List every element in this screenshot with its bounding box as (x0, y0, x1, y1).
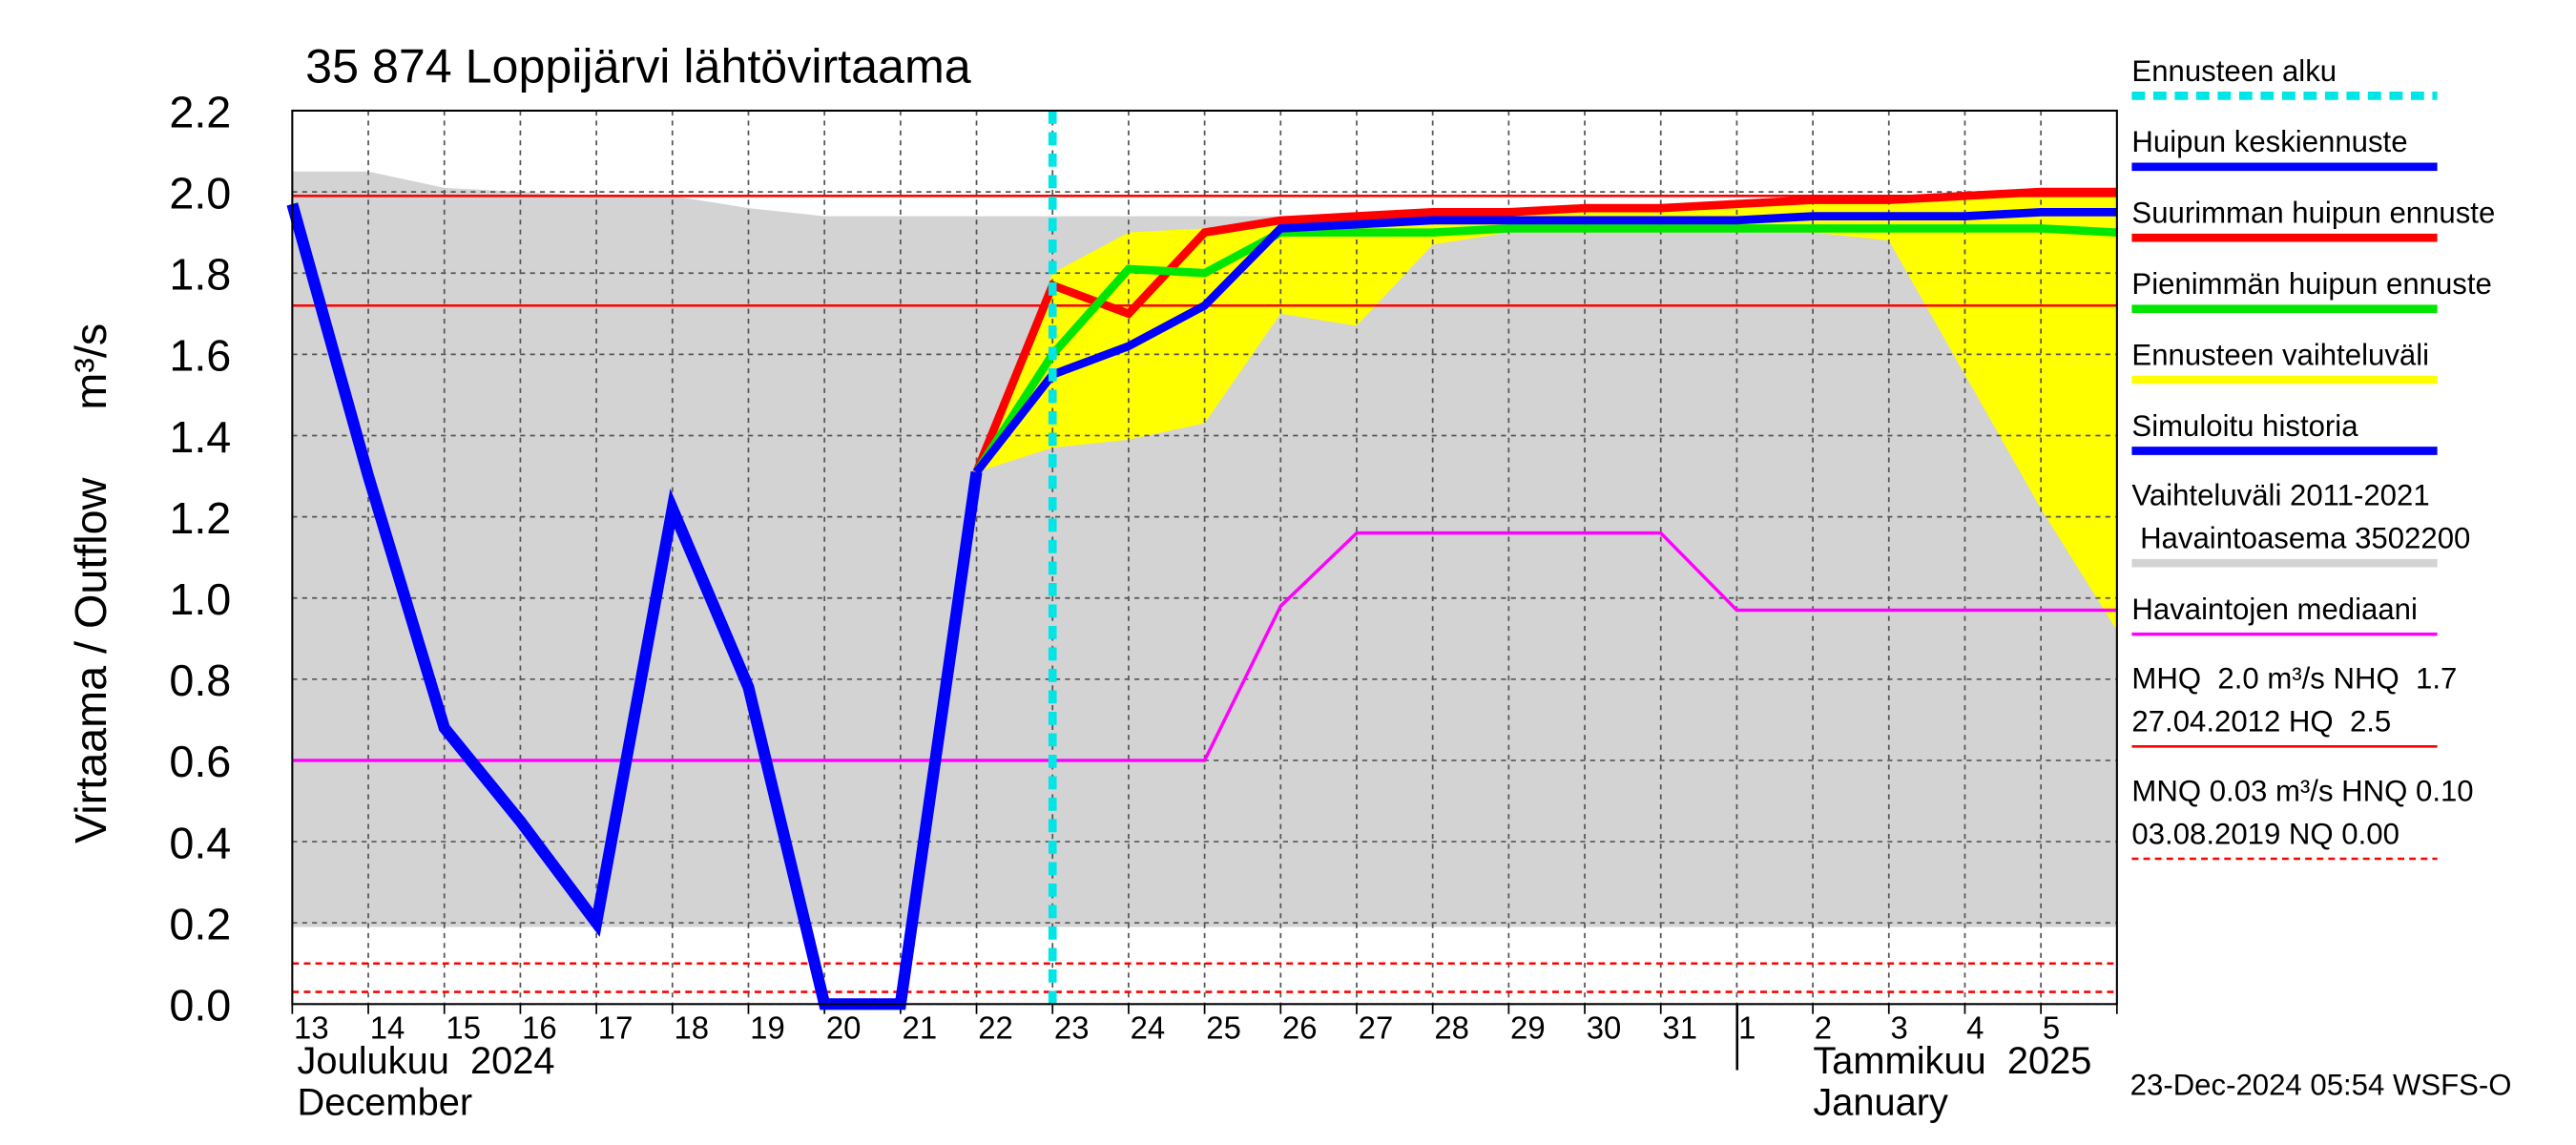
y-axis-unit: m³/s (66, 323, 115, 410)
x-tick-label: 2 (1815, 1010, 1832, 1046)
x-tick-label: 16 (522, 1010, 557, 1046)
x-tick-label: 1 (1738, 1010, 1755, 1046)
legend-label: Havaintojen mediaani (2131, 593, 2418, 626)
legend-label: Ennusteen vaihteluväli (2131, 339, 2429, 372)
month-label: December (298, 1081, 473, 1123)
y-tick-label: 0.8 (169, 656, 231, 705)
y-tick-label: 0.2 (169, 899, 231, 948)
y-tick-label: 2.2 (169, 87, 231, 136)
legend-label: Pienimmän huipun ennuste (2131, 267, 2491, 301)
x-tick-label: 15 (446, 1010, 481, 1046)
legend-label: 03.08.2019 NQ 0.00 (2131, 817, 2399, 850)
x-tick-label: 18 (675, 1010, 710, 1046)
series-line (973, 208, 2117, 475)
x-tick-label: 5 (2043, 1010, 2060, 1046)
y-axis-label: Virtaama / Outflow (66, 477, 115, 843)
y-tick-label: 1.4 (169, 412, 231, 462)
x-tick-label: 24 (1131, 1010, 1166, 1046)
x-tick-label: 19 (750, 1010, 785, 1046)
x-tick-label: 4 (1966, 1010, 1984, 1046)
y-tick-label: 1.2 (169, 493, 231, 543)
month-label: January (1813, 1081, 1948, 1123)
series-line (972, 224, 2118, 475)
x-tick-label: 13 (294, 1010, 329, 1046)
x-tick-label: 21 (903, 1010, 938, 1046)
x-tick-label: 29 (1510, 1010, 1546, 1046)
x-tick-label: 3 (1891, 1010, 1908, 1046)
x-tick-label: 23 (1054, 1010, 1090, 1046)
y-tick-label: 1.0 (169, 574, 231, 624)
legend-label: Havaintoasema 3502200 (2131, 522, 2470, 555)
x-tick-label: 22 (978, 1010, 1013, 1046)
x-tick-label: 31 (1662, 1010, 1697, 1046)
x-tick-label: 28 (1434, 1010, 1469, 1046)
legend-label: Ennusteen alku (2131, 54, 2337, 88)
legend-label: Huipun keskiennuste (2131, 125, 2407, 158)
legend-label: Suurimman huipun ennuste (2131, 197, 2495, 230)
y-tick-label: 0.6 (169, 737, 231, 786)
series-line (292, 531, 2117, 762)
chart-title: 35 874 Loppijärvi lähtövirtaama (305, 40, 971, 94)
x-tick-label: 27 (1359, 1010, 1394, 1046)
x-tick-label: 25 (1206, 1010, 1241, 1046)
legend-label: 27.04.2012 HQ 2.5 (2131, 705, 2391, 739)
x-tick-label: 14 (370, 1010, 405, 1046)
x-tick-label: 30 (1587, 1010, 1622, 1046)
plot-frame (291, 109, 2118, 1006)
legend-label: Vaihteluväli 2011-2021 (2131, 479, 2429, 512)
legend-label: Simuloitu historia (2131, 409, 2358, 443)
y-tick-label: 2.0 (169, 168, 231, 218)
y-tick-label: 0.0 (169, 981, 231, 1030)
legend-label: MNQ 0.03 m³/s HNQ 0.10 (2131, 774, 2473, 807)
month-label: Joulukuu 2024 (298, 1040, 555, 1082)
y-tick-label: 1.8 (169, 250, 231, 300)
timestamp: 23-Dec-2024 05:54 WSFS-O (2130, 1069, 2512, 1102)
month-label: Tammikuu 2025 (1813, 1040, 2091, 1082)
legend-label: MHQ 2.0 m³/s NHQ 1.7 (2131, 662, 2457, 696)
y-tick-label: 1.6 (169, 331, 231, 381)
x-tick-label: 17 (598, 1010, 634, 1046)
range-band (976, 192, 2117, 631)
y-tick-label: 0.4 (169, 818, 231, 867)
x-tick-label: 20 (826, 1010, 862, 1046)
x-tick-label: 26 (1282, 1010, 1318, 1046)
